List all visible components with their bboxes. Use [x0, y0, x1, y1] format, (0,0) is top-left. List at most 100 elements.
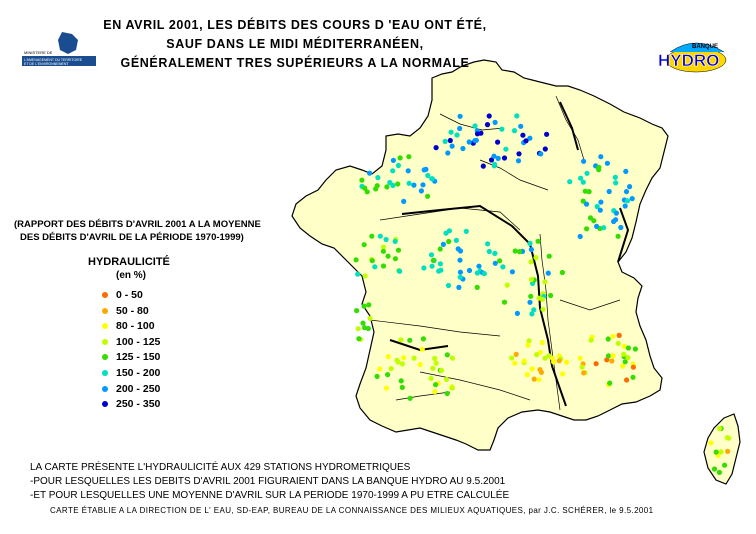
station-dot — [564, 359, 570, 365]
station-dot — [407, 395, 413, 401]
station-dot — [621, 343, 627, 349]
station-dot — [419, 346, 425, 352]
station-dot — [433, 145, 439, 151]
station-dot — [504, 282, 510, 288]
station-dot — [516, 151, 522, 157]
station-dot — [406, 154, 412, 160]
station-dot — [627, 184, 633, 190]
station-dot — [577, 233, 583, 240]
main-rivers — [389, 101, 630, 407]
station-dot — [380, 263, 387, 269]
station-dot — [466, 139, 472, 145]
station-dot — [542, 355, 548, 361]
station-dot — [527, 240, 533, 246]
ministry-map-icon — [58, 32, 78, 54]
station-dot — [492, 250, 498, 256]
station-dot — [520, 132, 526, 138]
station-dot — [624, 377, 630, 383]
station-dot — [375, 175, 381, 181]
station-dot — [373, 186, 379, 192]
station-dot — [528, 276, 535, 283]
station-dot — [624, 198, 631, 204]
station-dot — [581, 158, 587, 164]
station-dot — [411, 182, 417, 188]
station-dot — [372, 264, 378, 270]
station-dot — [542, 279, 548, 285]
station-dot — [495, 155, 501, 161]
station-dot — [625, 355, 631, 361]
legend-label: 100 - 125 — [116, 335, 161, 348]
station-dot — [392, 256, 398, 262]
station-dot — [395, 247, 402, 253]
station-dot — [567, 179, 573, 185]
footnotes: LA CARTE PRÉSENTE L'HYDRAULICITÉ AUX 429… — [30, 461, 509, 503]
station-dot — [594, 223, 600, 229]
station-dot — [486, 248, 492, 255]
station-dot — [353, 257, 359, 263]
station-dot — [516, 249, 523, 255]
station-dot — [722, 462, 728, 468]
station-dot — [499, 126, 505, 132]
station-dot — [367, 315, 373, 321]
station-dot — [397, 268, 403, 274]
station-dot — [457, 113, 463, 119]
ratio-note: (RAPPORT DES DÉBITS D'AVRIL 2001 A LA MO… — [14, 218, 261, 244]
station-dot — [433, 382, 439, 388]
station-dot — [580, 179, 586, 185]
station-dot — [449, 385, 455, 391]
legend-dot-icon — [102, 292, 108, 298]
station-dot — [528, 259, 534, 265]
station-dot — [518, 123, 524, 129]
station-dot — [399, 384, 405, 390]
station-dot — [537, 349, 544, 355]
station-dot — [442, 138, 448, 144]
station-dot — [423, 166, 429, 172]
station-dot — [472, 123, 478, 129]
station-dot — [503, 146, 509, 152]
station-dot — [432, 389, 438, 395]
station-dot — [526, 338, 532, 344]
station-dot — [612, 174, 618, 180]
station-dot — [395, 162, 401, 169]
station-dot — [497, 258, 503, 264]
station-dot — [369, 258, 375, 264]
station-dot — [632, 346, 639, 352]
station-dot — [398, 337, 404, 343]
station-dot — [457, 125, 463, 132]
station-dot — [388, 366, 394, 372]
station-dot — [495, 139, 501, 145]
station-dot — [560, 371, 566, 377]
station-dot — [407, 337, 413, 343]
station-dot — [588, 337, 594, 343]
station-dot — [436, 268, 442, 274]
station-dot — [440, 241, 446, 247]
station-dot — [601, 225, 607, 231]
station-dot — [474, 284, 480, 290]
station-dot — [488, 157, 495, 163]
station-dot — [546, 253, 552, 259]
legend-title: HYDRAULICITÉ — [88, 256, 170, 268]
station-dot — [511, 128, 518, 134]
station-dot — [545, 270, 551, 276]
station-dot — [454, 132, 460, 138]
station-dot — [620, 363, 626, 369]
title-line-2: SAUF DANS LE MIDI MÉDITERRANÉEN, — [166, 37, 424, 51]
station-dot — [531, 376, 537, 382]
station-dot — [578, 175, 584, 181]
station-dot — [580, 198, 586, 204]
station-dot — [622, 203, 628, 209]
station-dot — [430, 365, 436, 371]
station-dot — [446, 228, 452, 234]
station-dot — [395, 359, 401, 365]
station-dot — [616, 332, 622, 338]
station-dot — [476, 263, 482, 269]
station-dot — [621, 351, 627, 357]
station-dot — [429, 263, 435, 269]
footnote-line-2: -POUR LESQUELLES LES DEBITS D'AVRIL 2001… — [30, 476, 506, 487]
station-dot — [362, 185, 368, 191]
station-dot — [438, 367, 445, 373]
station-dot — [387, 179, 393, 186]
ministry-text-3: ET DE L'ENVIRONNEMENT — [24, 62, 69, 66]
station-dot — [437, 261, 443, 267]
hydro-text: HYDRO — [658, 51, 719, 70]
